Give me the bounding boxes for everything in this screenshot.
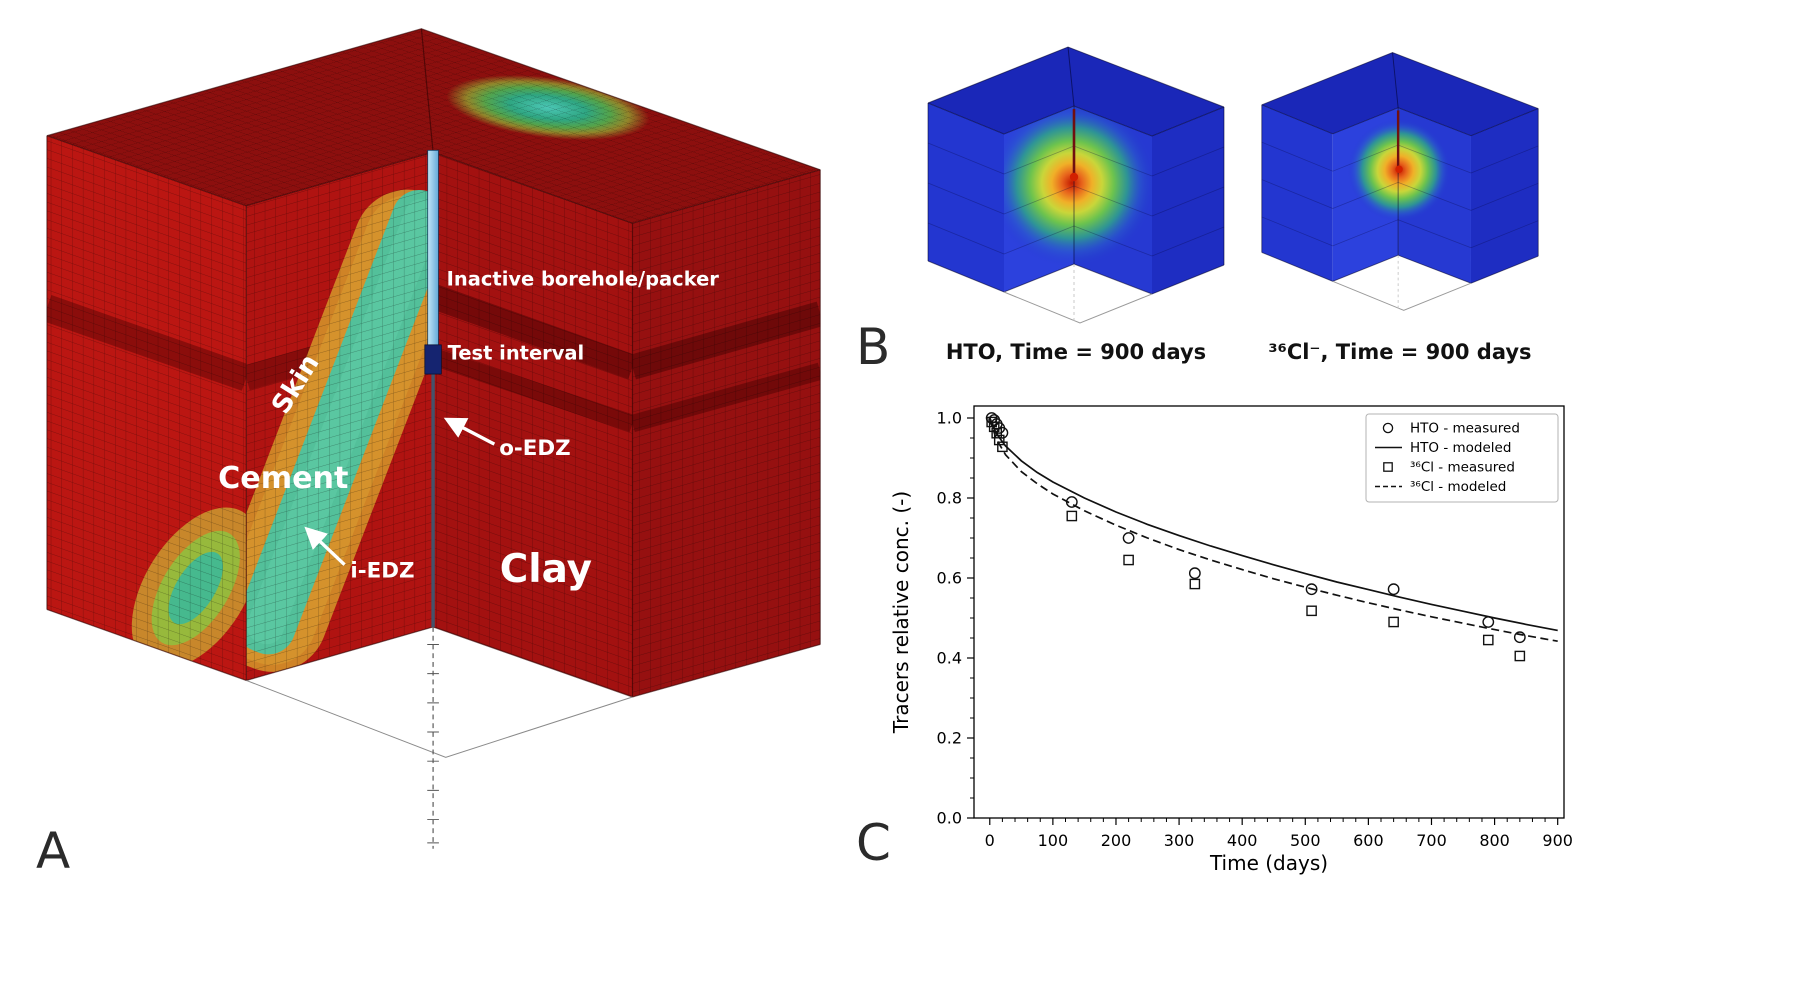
data-point-square: [1482, 634, 1494, 646]
x-tick-label: 500: [1290, 831, 1321, 850]
series-line-solid: [989, 417, 1558, 632]
x-tick-label: 800: [1479, 831, 1510, 850]
data-point-square: [1388, 616, 1399, 628]
data-point-square: [1306, 605, 1317, 617]
y-axis-label: Tracers relative conc. (-): [889, 491, 913, 734]
cube-left-face: [46, 135, 247, 681]
legend-label: ³⁶Cl - modeled: [1410, 479, 1506, 495]
data-point-square: [1514, 650, 1526, 662]
data-point-circle: [1387, 583, 1400, 596]
legend-label: HTO - modeled: [1410, 440, 1511, 456]
hto-plume: [1004, 106, 1152, 267]
data-point-circle: [1482, 616, 1495, 628]
cube-left-cut-face: [246, 152, 434, 681]
panel-c-letter: C: [856, 814, 891, 872]
test-interval-marker: [424, 344, 442, 375]
panel-a-letter: A: [36, 822, 71, 880]
data-point-square: [997, 441, 1008, 453]
cube-top-face: [46, 28, 821, 224]
x-tick-label: 300: [1164, 831, 1195, 850]
data-point-square: [991, 427, 1003, 439]
cube-hto: [927, 46, 1225, 324]
panel-a-3d-model: Skin Cement Clay Inactive borehole/packe…: [46, 28, 821, 849]
panel-c-chart: 0 100 200 300 400 500 600 700 800 900 0.0 0.2 0.4 0.6…: [889, 405, 1573, 875]
bottom-wireframe: [1332, 255, 1472, 311]
x-tick-label: 900: [1542, 831, 1573, 850]
data-point-square: [1123, 554, 1134, 566]
i-edz-arrow: [304, 526, 346, 566]
data-point-square: [1189, 578, 1201, 590]
x-tick-label: 100: [1038, 831, 1069, 850]
y-tick-label: 0.6: [937, 569, 962, 588]
x-tick-label: 200: [1101, 831, 1132, 850]
plot-frame: [973, 405, 1565, 819]
y-tick-label: 1.0: [937, 409, 962, 428]
legend-box: [1365, 413, 1559, 503]
y-tick-label: 0.8: [937, 489, 962, 508]
legend-label: ³⁶Cl - measured: [1410, 460, 1515, 476]
y-tick-label: 0.2: [937, 729, 962, 748]
x-tick-label: 700: [1416, 831, 1447, 850]
data-point-circle: [1122, 532, 1135, 544]
data-point-circle: [1513, 631, 1526, 644]
cube-cl36: [1261, 52, 1539, 311]
series-line-dashed: [988, 417, 1558, 643]
y-tick-label: 0.4: [937, 649, 962, 668]
y-tick-label: 0.0: [937, 809, 962, 828]
caption-hto: HTO, Time = 900 days: [945, 340, 1207, 364]
source-point: [1069, 172, 1079, 182]
label-cement: Cement: [218, 461, 348, 496]
layer-lines: [1261, 141, 1539, 249]
label-inactive-borehole: Inactive borehole/packer: [447, 268, 720, 291]
panel-b-letter: B: [856, 318, 891, 376]
data-point-circle: [1188, 567, 1201, 580]
borehole-packer: [427, 149, 439, 346]
data-point-square: [1066, 510, 1078, 522]
x-axis-label: Time (days): [1209, 851, 1328, 875]
layer-lines: [927, 142, 1225, 257]
label-clay: Clay: [500, 547, 592, 592]
x-tick-label: 400: [1227, 831, 1258, 850]
legend-marker-circle: [1382, 422, 1394, 434]
data-point-circle: [996, 426, 1009, 439]
caption-cl36: ³⁶Cl⁻, Time = 900 days: [1268, 340, 1532, 364]
cube-right-face: [632, 169, 821, 697]
label-i-edz: i-EDZ: [350, 558, 414, 583]
label-test-interval: Test interval: [448, 341, 584, 364]
legend-label: HTO - measured: [1410, 421, 1520, 437]
bottom-wireframe: [1003, 264, 1153, 324]
o-edz-arrow: [443, 417, 496, 446]
label-o-edz: o-EDZ: [499, 436, 570, 461]
x-tick-label: 0: [985, 831, 995, 850]
x-tick-label: 600: [1353, 831, 1384, 850]
source-point: [1395, 165, 1403, 174]
legend-marker-square: [1383, 462, 1393, 472]
data-point-circle: [1305, 583, 1318, 596]
bottom-wireframe: [246, 626, 633, 849]
cube-right-cut-face: [433, 152, 633, 697]
